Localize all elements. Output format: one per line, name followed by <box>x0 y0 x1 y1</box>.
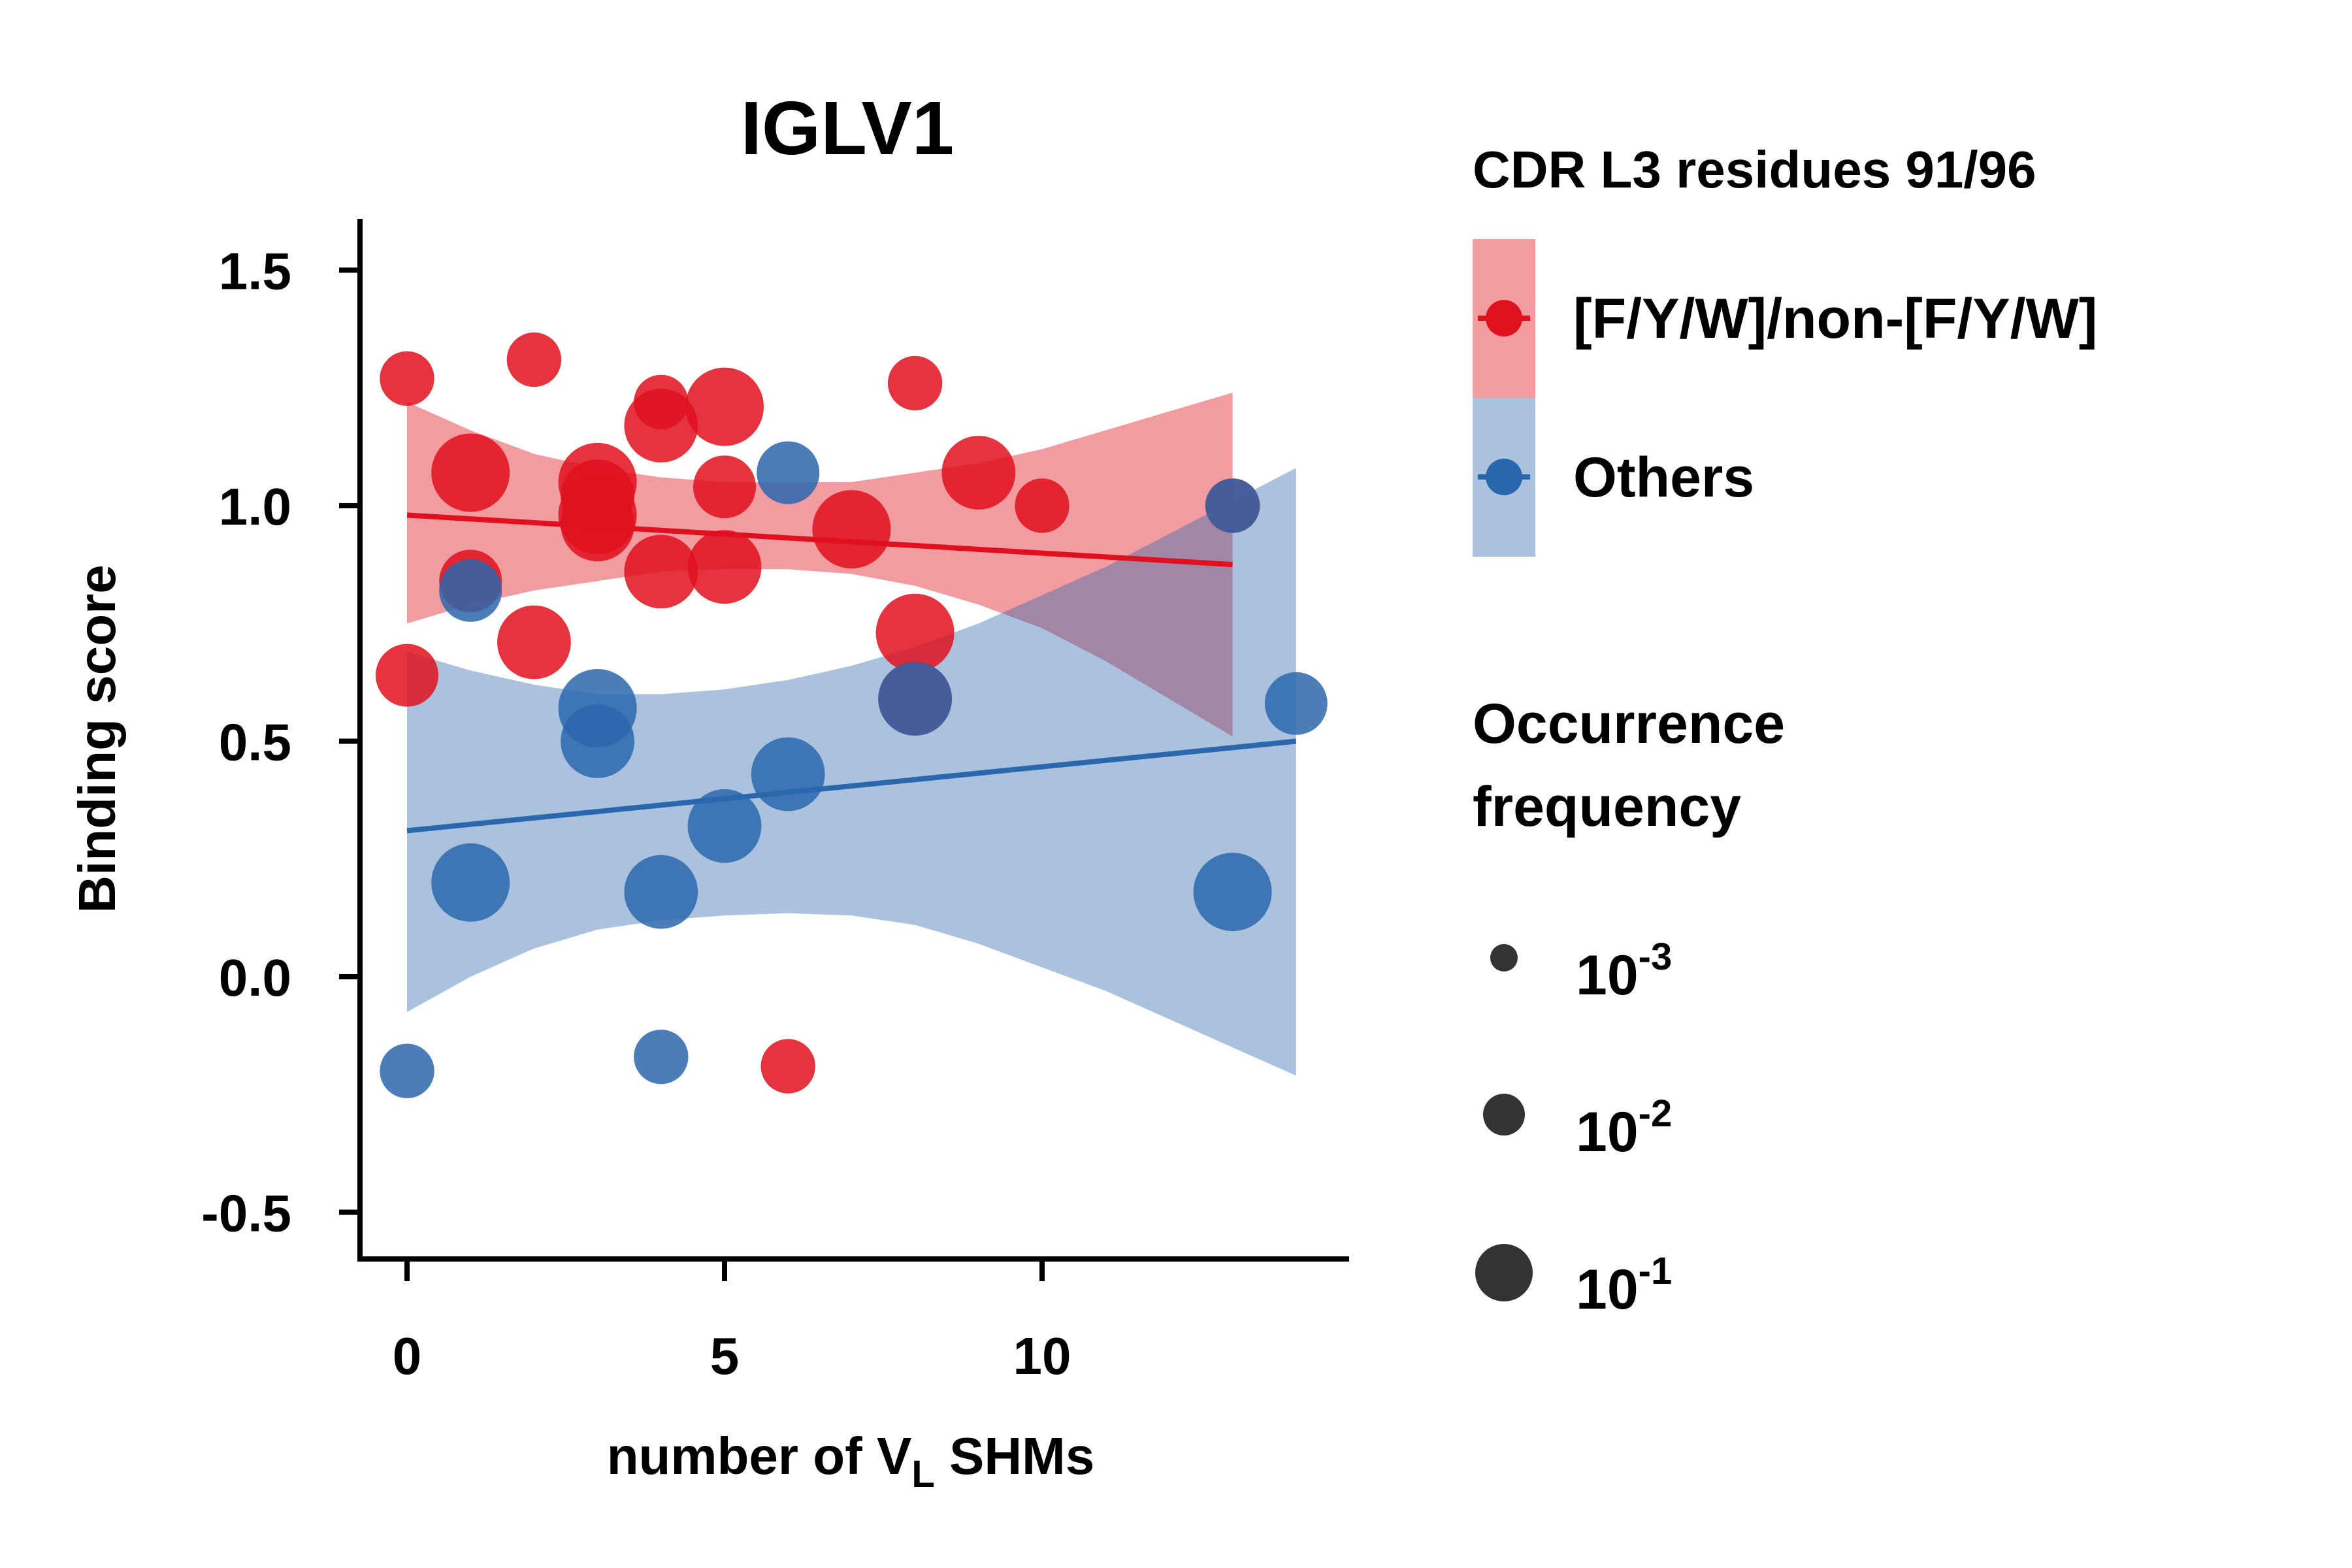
data-point <box>634 1029 689 1085</box>
size-legend-marker-1e-2 <box>1483 1094 1525 1135</box>
legend-label-red: [F/Y/W]/non-[F/Y/W] <box>1573 287 2097 350</box>
y-tick-label: 1.5 <box>219 242 291 301</box>
data-point <box>380 1043 434 1098</box>
data-point <box>878 662 952 736</box>
data-point <box>624 855 698 929</box>
x-tick-label: 10 <box>1013 1327 1071 1385</box>
data-point <box>624 534 698 609</box>
legend-size-title-line1: Occurrence <box>1473 693 1785 755</box>
data-point <box>941 436 1016 510</box>
size-legend-label-1e-2: 10-2 <box>1576 1092 1672 1164</box>
data-point <box>439 559 502 622</box>
data-point <box>757 441 820 504</box>
size-legend-label-1e-1: 10-1 <box>1576 1250 1672 1321</box>
data-point <box>812 490 891 569</box>
legend-marker-red <box>1486 300 1522 336</box>
y-ticks: 1.5 1.0 0.5 0.0 -0.5 <box>201 242 360 1243</box>
x-axis-label-tail: SHMs <box>935 1427 1095 1485</box>
data-point <box>431 843 510 922</box>
size-legend-exp-1e-2: -2 <box>1639 1092 1673 1135</box>
data-point <box>1015 478 1070 533</box>
size-legend-base-1e-3: 10 <box>1576 944 1639 1007</box>
size-legend-marker-1e-3 <box>1490 944 1518 972</box>
y-tick-label: 0.5 <box>219 713 291 772</box>
data-point <box>751 737 825 811</box>
legend-size-title-line2: frequency <box>1473 776 1741 838</box>
data-point <box>506 332 562 387</box>
data-point <box>376 644 438 707</box>
confidence-band-1 <box>407 468 1296 1076</box>
size-legend-marker-1e-1 <box>1475 1244 1533 1301</box>
legend-color-title: CDR L3 residues 91/96 <box>1473 140 2036 199</box>
data-point <box>685 367 764 446</box>
data-point <box>497 605 571 679</box>
size-legend-label-1e-3: 10-3 <box>1576 936 1672 1007</box>
x-tick-label: 5 <box>710 1327 740 1385</box>
fit-line-0 <box>406 512 1233 568</box>
y-tick-label: 0.0 <box>219 949 291 1007</box>
size-legend-base-1e-1: 10 <box>1576 1258 1639 1321</box>
y-tick-label: 1.0 <box>219 478 291 536</box>
y-tick-label: -0.5 <box>201 1184 291 1243</box>
size-legend-base-1e-2: 10 <box>1576 1101 1639 1164</box>
size-legend-exp-1e-3: -3 <box>1639 936 1673 978</box>
x-ticks: 0 5 10 <box>393 1259 1071 1385</box>
y-axis-label: Binding score <box>68 564 126 913</box>
data-point <box>1264 672 1328 735</box>
data-point <box>561 704 634 778</box>
legend-label-blue: Others <box>1573 446 1754 509</box>
fit-line-1 <box>406 738 1297 834</box>
data-point <box>431 433 510 512</box>
x-axis-label-main: number of V <box>607 1427 912 1485</box>
data-point <box>693 455 756 519</box>
chart-title: IGLV1 <box>741 86 955 171</box>
data-point <box>887 355 943 411</box>
x-tick-label: 0 <box>393 1327 422 1385</box>
data-point <box>624 389 698 463</box>
x-axis-label: number of VL SHMs <box>607 1427 1095 1495</box>
data-points <box>376 332 1328 1098</box>
data-point <box>1205 478 1260 533</box>
data-point <box>760 1039 815 1094</box>
x-axis-label-subscript: L <box>911 1453 934 1495</box>
fit-lines <box>406 512 1297 834</box>
data-point <box>1193 853 1272 932</box>
data-point <box>875 593 955 672</box>
data-point <box>380 351 434 406</box>
data-point <box>687 789 762 863</box>
data-point <box>687 530 762 604</box>
size-legend-exp-1e-1: -1 <box>1639 1250 1673 1292</box>
legend-marker-blue <box>1486 459 1522 495</box>
